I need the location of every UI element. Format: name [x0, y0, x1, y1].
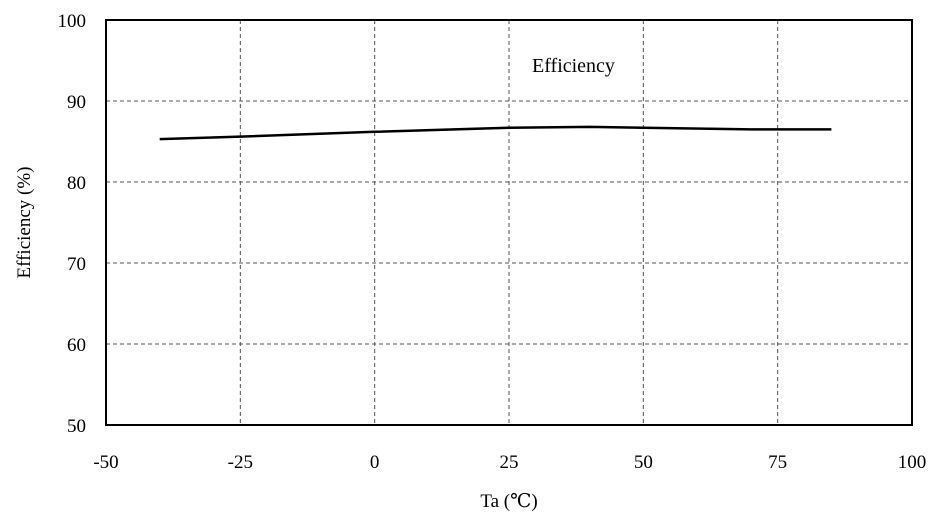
x-tick-label: 0 — [370, 452, 380, 473]
chart-annotation: Efficiency — [532, 55, 615, 77]
x-tick-label: 50 — [634, 452, 653, 473]
y-tick-label: 90 — [67, 92, 86, 113]
x-tick-label: -50 — [93, 452, 118, 473]
y-tick-label: 100 — [58, 11, 87, 32]
y-tick-label: 70 — [67, 254, 86, 275]
y-tick-label: 80 — [67, 173, 86, 194]
y-tick-label: 60 — [67, 335, 86, 356]
plot-frame — [105, 19, 913, 426]
efficiency-series-line — [159, 125, 832, 141]
y-tick-label: 50 — [67, 416, 86, 437]
x-tick-label: -25 — [228, 452, 253, 473]
grid-lines — [106, 20, 912, 425]
x-tick-labels: -50 -25 0 25 50 75 100 — [93, 452, 926, 473]
x-axis-title: Ta (℃) — [480, 491, 537, 512]
x-tick-label: 75 — [768, 452, 787, 473]
x-tick-label: 100 — [898, 452, 927, 473]
y-tick-labels: 50 60 70 80 90 100 — [58, 11, 87, 437]
x-tick-label: 25 — [500, 452, 519, 473]
y-axis-title: Efficiency (%) — [14, 166, 35, 278]
series-layer — [159, 125, 832, 141]
